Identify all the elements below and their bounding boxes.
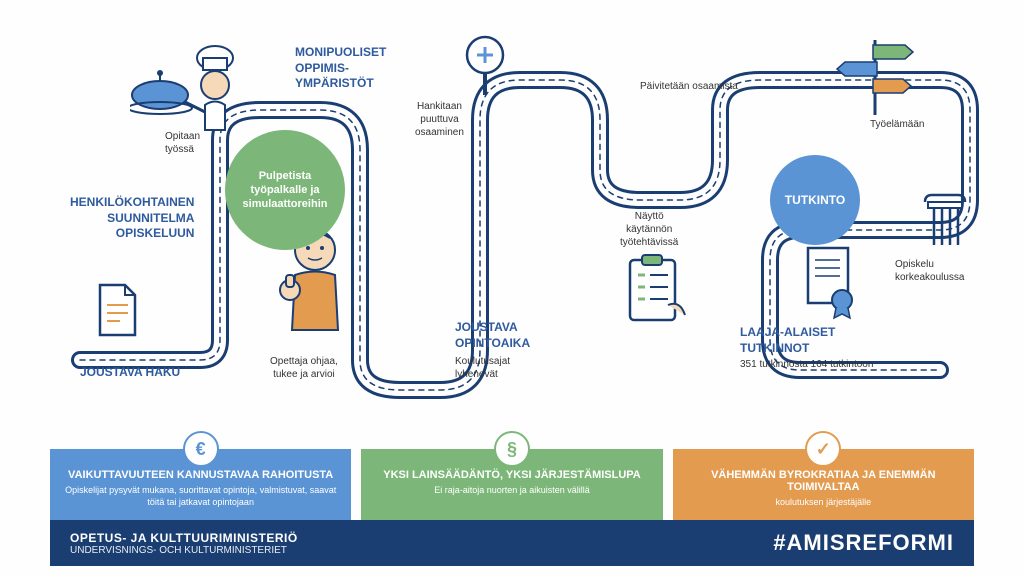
fbox1-title: VAIKUTTAVUUTEEN KANNUSTAVAA RAHOITUSTA xyxy=(65,469,336,481)
footer-box-1: € VAIKUTTAVUUTEEN KANNUSTAVAA RAHOITUSTA… xyxy=(50,449,351,524)
label-henkilokohtainen: HENKILÖKOHTAINEN SUUNNITELMA OPISKELUUN xyxy=(70,195,194,242)
label-joustava-haku: JOUSTAVA HAKU xyxy=(80,365,180,381)
chef-illustration xyxy=(130,20,250,140)
green-circle-block: Pulpetista työpalkalle ja simulaattoreih… xyxy=(225,130,345,250)
label-hankitaan: Hankitaan puuttuva osaaminen xyxy=(415,100,464,139)
infographic-canvas: Pulpetista työpalkalle ja simulaattoreih… xyxy=(0,0,1024,576)
signpost-icon xyxy=(835,30,915,120)
fbox3-title: VÄHEMMÄN BYROKRATIAA JA ENEMMÄN TOIMIVAL… xyxy=(688,469,959,493)
footer-box-2: § YKSI LAINSÄÄDÄNTÖ, YKSI JÄRJESTÄMISLUP… xyxy=(361,449,662,524)
ministry-sv: UNDERVISNINGS- OCH KULTURMINISTERIET xyxy=(70,545,298,556)
label-opiskelu-korkea: Opiskelu korkeakoulussa xyxy=(895,258,964,284)
check-icon: ✓ xyxy=(805,431,841,467)
footer-boxes: € VAIKUTTAVUUTEEN KANNUSTAVAA RAHOITUSTA… xyxy=(50,449,974,524)
label-naytto: Näyttö käytännön työtehtävissä xyxy=(620,210,678,249)
fbox1-sub: Opiskelijat pysyvät mukana, suorittavat … xyxy=(65,485,336,508)
label-tutkinnosta: 351 tutkinnosta 164 tutkintoon xyxy=(740,358,873,371)
diploma-icon xyxy=(800,240,860,320)
label-tyoelamaan: Työelämään xyxy=(870,118,924,131)
section-icon: § xyxy=(494,431,530,467)
label-monipuoliset: MONIPUOLISET OPPIMIS- YMPÄRISTÖT xyxy=(295,45,386,92)
fbox2-sub: Ei raja-aitoja nuorten ja aikuisten väli… xyxy=(376,485,647,497)
label-joustava-opintoaika: JOUSTAVA OPINTOAIKA xyxy=(455,320,530,351)
label-paivitetaan: Päivitetään osaamista xyxy=(640,80,738,93)
clipboard-icon xyxy=(620,250,690,340)
label-opitaan: Opitaan työssä xyxy=(165,130,200,156)
fbox3-sub: koulutuksen järjestäjälle xyxy=(688,497,959,509)
label-laaja-alaiset: LAAJA-ALAISET TUTKINNOT xyxy=(740,325,835,356)
column-icon xyxy=(920,190,970,250)
hashtag: #AMISREFORMI xyxy=(773,530,954,556)
magnifier-icon xyxy=(455,30,515,100)
ministry-name: OPETUS- JA KULTTUURIMINISTERIÖ UNDERVISN… xyxy=(70,531,298,556)
footer-box-3: ✓ VÄHEMMÄN BYROKRATIAA JA ENEMMÄN TOIMIV… xyxy=(673,449,974,524)
ministry-fi: OPETUS- JA KULTTUURIMINISTERIÖ xyxy=(70,531,298,545)
pulpetista-text: Pulpetista työpalkalle ja simulaattoreih… xyxy=(235,169,335,212)
label-koulutusajat: Koulutusajat lyhenevät xyxy=(455,355,510,381)
bottom-banner: OPETUS- JA KULTTUURIMINISTERIÖ UNDERVISN… xyxy=(50,520,974,566)
tutkinto-circle: TUTKINTO xyxy=(770,155,860,245)
euro-icon: € xyxy=(183,431,219,467)
label-opettaja: Opettaja ohjaa, tukee ja arvioi xyxy=(270,355,338,381)
document-icon xyxy=(90,280,145,345)
tutkinto-text: TUTKINTO xyxy=(785,193,845,207)
fbox2-title: YKSI LAINSÄÄDÄNTÖ, YKSI JÄRJESTÄMISLUPA xyxy=(376,469,647,481)
